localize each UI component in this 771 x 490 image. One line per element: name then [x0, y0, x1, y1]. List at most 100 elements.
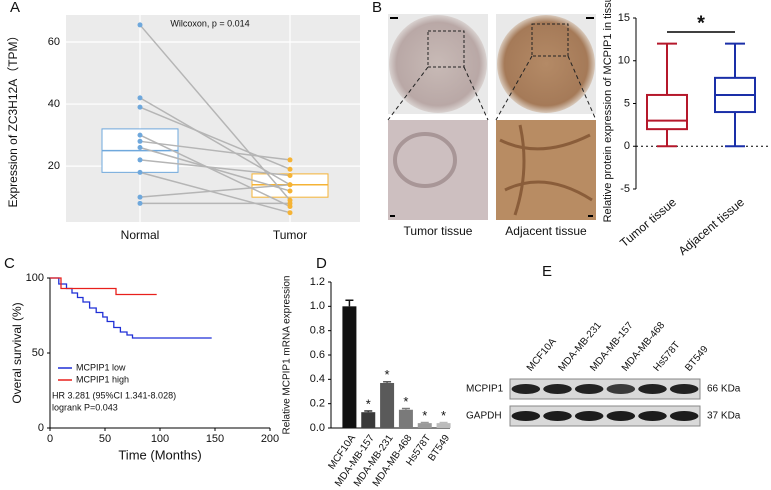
data-point	[287, 200, 293, 206]
pair-line	[139, 140, 291, 161]
data-point	[137, 132, 143, 138]
data-point	[137, 95, 143, 101]
data-point	[287, 172, 293, 178]
blot-band	[606, 384, 636, 394]
y-axis-label: Expression of ZC3H12A（TPM）	[6, 29, 20, 207]
blot-band	[669, 384, 699, 394]
pair-line	[139, 106, 291, 170]
data-point	[137, 200, 143, 206]
survival-curve	[50, 277, 157, 296]
data-point	[137, 145, 143, 151]
significance-label: *	[422, 408, 427, 423]
y-tick-label: 5	[624, 97, 630, 109]
protein-label: MCPIP1	[466, 384, 504, 395]
bar	[417, 423, 432, 428]
y-tick-label: 100	[26, 272, 44, 284]
image-label: Adjacent tissue	[505, 224, 587, 238]
pair-line	[139, 159, 291, 177]
pair-line	[139, 184, 291, 198]
x-tick-label: Tumor tissue	[617, 195, 679, 250]
x-tick-label: 150	[206, 433, 224, 445]
annotation: logrank P=0.043	[52, 402, 118, 412]
y-tick-label: -5	[620, 183, 630, 195]
data-point	[137, 22, 143, 28]
size-label: 66 KDa	[707, 384, 741, 395]
y-tick-label: 1.2	[310, 276, 325, 288]
annotation: HR 3.281 (95%CI 1.341-8.028)	[52, 390, 176, 400]
lane-label: BT549	[683, 344, 711, 374]
blot-band	[574, 384, 604, 394]
protein-label: GAPDH	[466, 411, 502, 422]
y-tick-label: 1.0	[310, 300, 325, 312]
data-point	[137, 169, 143, 175]
image-label: Tumor tissue	[404, 224, 473, 238]
blot-band	[574, 411, 604, 421]
y-tick-label: 20	[48, 160, 60, 172]
x-tick-label: 100	[151, 433, 169, 445]
y-tick-label: 0	[624, 140, 630, 152]
data-point	[287, 157, 293, 163]
x-tick-label: Normal	[121, 228, 160, 242]
y-tick-label: 0.0	[310, 422, 325, 434]
y-tick-label: 0.2	[310, 398, 325, 410]
bar	[380, 382, 395, 428]
lane-label: MCF10A	[525, 336, 559, 374]
blot-band	[669, 411, 699, 421]
significance-label: *	[366, 396, 371, 411]
data-point	[287, 188, 293, 194]
tissue-detail	[393, 132, 457, 188]
data-point	[137, 138, 143, 144]
data-point	[137, 194, 143, 200]
tissue-core	[497, 15, 595, 113]
x-tick-label: 50	[99, 433, 111, 445]
data-point	[287, 182, 293, 188]
legend-label: MCPIP1 low	[76, 362, 126, 372]
panel-label: D	[316, 255, 327, 272]
x-tick-label: Tumor	[273, 228, 307, 242]
significance-label: *	[441, 408, 446, 423]
panel-label: B	[372, 0, 382, 16]
survival-curve	[50, 277, 212, 339]
y-tick-label: 0.6	[310, 349, 325, 361]
blot-band	[511, 384, 541, 394]
panel-label: C	[4, 255, 15, 272]
x-tick-label: 200	[261, 433, 279, 445]
tissue-zoom	[496, 120, 596, 220]
y-axis-label: Relative protein expression of MCPIP1 in…	[602, 0, 614, 222]
zoom-box	[427, 30, 465, 68]
significance-label: *	[697, 12, 705, 34]
panel-label: E	[542, 263, 552, 280]
blot-band	[638, 411, 667, 421]
y-tick-label: 0.8	[310, 325, 325, 337]
y-tick-label: 15	[618, 12, 630, 24]
zoom-box	[531, 23, 569, 57]
tissue-images	[387, 14, 597, 220]
y-axis-label: Overal survival (%)	[10, 302, 24, 403]
data-point	[137, 157, 143, 163]
y-tick-label: 0	[38, 422, 44, 434]
x-axis-label: Time (Months)	[118, 447, 201, 462]
y-axis-label: Relative MCPIP1 mRNA expression	[282, 276, 293, 435]
zoom-line	[387, 55, 597, 121]
y-tick-label: 60	[48, 36, 60, 48]
pair-line	[139, 134, 291, 208]
tissue-detail	[499, 124, 593, 216]
size-label: 37 KDa	[707, 411, 741, 422]
bar	[398, 409, 413, 428]
annotation: Wilcoxon, p = 0.014	[170, 18, 249, 28]
data-point	[287, 166, 293, 172]
y-tick-label: 40	[48, 98, 60, 110]
x-tick-label: Adjacent tissue	[676, 195, 748, 258]
blot-band	[543, 384, 572, 394]
bar	[361, 412, 376, 428]
pair-line	[139, 97, 291, 186]
y-tick-label: 10	[618, 55, 630, 67]
bar	[436, 423, 451, 428]
x-tick-label: 0	[47, 433, 53, 445]
bar	[342, 306, 357, 428]
lane-label: Hs578T	[652, 340, 683, 374]
scale-bar	[390, 17, 594, 217]
pair-line	[139, 171, 291, 214]
blot-band	[638, 384, 667, 394]
